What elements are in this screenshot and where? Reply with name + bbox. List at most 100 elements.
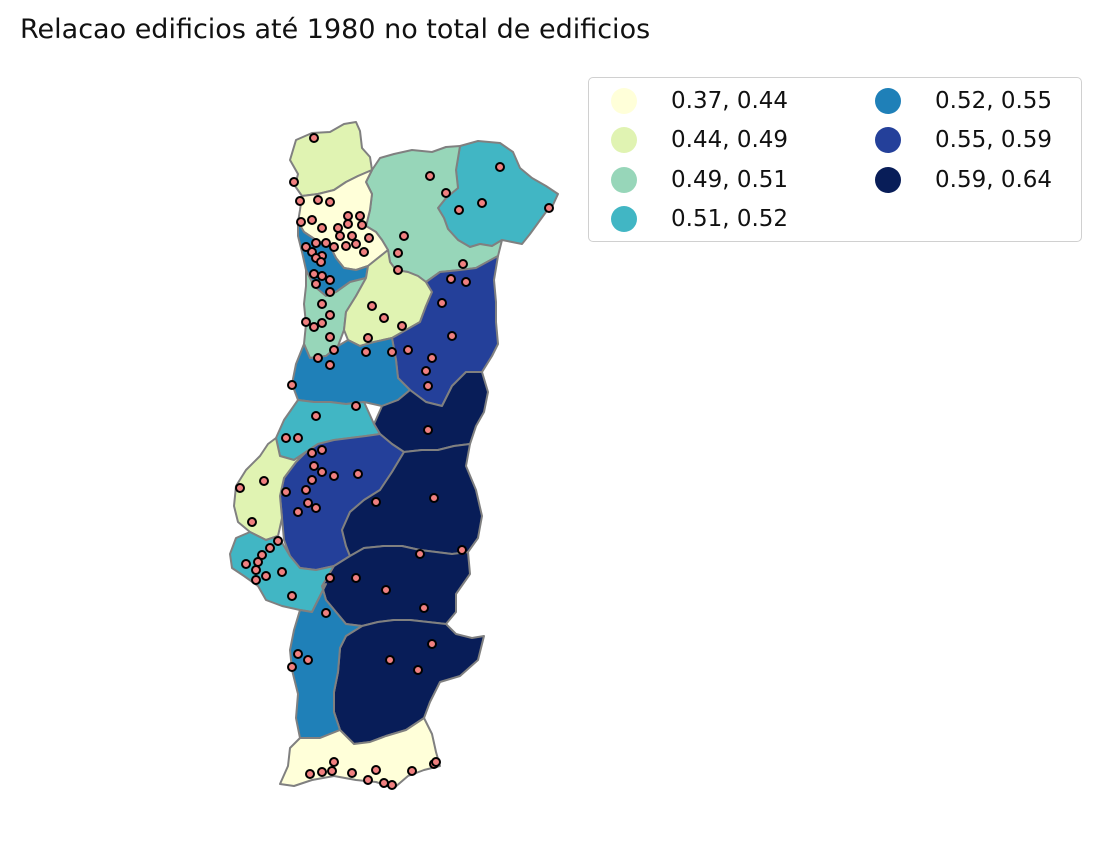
municipality-marker <box>458 259 468 269</box>
municipality-marker <box>371 765 381 775</box>
municipality-marker <box>351 573 361 583</box>
legend: 0.37, 0.44 0.44, 0.49 0.49, 0.51 0.51, 0… <box>588 77 1082 242</box>
municipality-marker <box>423 425 433 435</box>
legend-label: 0.44, 0.49 <box>671 127 789 153</box>
municipality-marker <box>425 171 435 181</box>
municipality-marker <box>325 275 335 285</box>
municipality-marker <box>347 768 357 778</box>
municipality-marker <box>305 769 315 779</box>
municipality-marker <box>397 321 407 331</box>
municipality-marker <box>311 279 321 289</box>
municipality-marker <box>421 366 431 376</box>
municipality-marker <box>399 231 409 241</box>
municipality-marker <box>327 766 337 776</box>
municipality-marker <box>259 476 269 486</box>
municipality-marker <box>359 247 369 257</box>
municipality-marker <box>379 778 389 788</box>
municipality-marker <box>307 475 317 485</box>
municipality-marker <box>251 575 261 585</box>
municipality-marker <box>293 649 303 659</box>
municipality-marker <box>385 655 395 665</box>
municipality-marker <box>287 662 297 672</box>
municipality-marker <box>301 317 311 327</box>
municipality-marker <box>287 380 297 390</box>
municipality-marker <box>313 195 323 205</box>
legend-swatch <box>611 167 637 193</box>
municipality-marker <box>387 347 397 357</box>
municipality-marker <box>343 219 353 229</box>
municipality-marker <box>311 411 321 421</box>
municipality-marker <box>335 231 345 241</box>
municipality-marker <box>457 545 467 555</box>
municipality-marker <box>454 205 464 215</box>
municipality-marker <box>361 347 371 357</box>
legend-item: 0.59, 0.64 <box>875 163 1052 197</box>
legend-label: 0.37, 0.44 <box>671 88 789 114</box>
municipality-marker <box>325 197 335 207</box>
legend-item: 0.51, 0.52 <box>611 202 788 236</box>
municipality-marker <box>364 233 374 243</box>
municipality-marker <box>351 401 361 411</box>
municipality-marker <box>329 757 339 767</box>
municipality-marker <box>281 487 291 497</box>
municipality-marker <box>265 543 275 553</box>
legend-swatch <box>611 88 637 114</box>
municipality-marker <box>247 517 257 527</box>
municipality-marker <box>309 322 319 332</box>
legend-item: 0.52, 0.55 <box>875 84 1052 118</box>
legend-swatch <box>611 206 637 232</box>
municipality-marker <box>309 133 319 143</box>
municipality-marker <box>317 318 327 328</box>
municipality-marker <box>316 257 326 267</box>
municipality-marker <box>317 467 327 477</box>
municipality-marker <box>317 223 327 233</box>
municipality-marker <box>341 241 351 251</box>
municipality-marker <box>251 565 261 575</box>
municipality-marker <box>325 287 335 297</box>
municipality-marker <box>423 381 433 391</box>
municipality-marker <box>495 162 505 172</box>
municipality-marker <box>241 559 251 569</box>
municipality-marker <box>296 217 306 227</box>
municipality-marker <box>544 203 554 213</box>
municipality-marker <box>357 220 367 230</box>
legend-swatch <box>875 167 901 193</box>
municipality-marker <box>429 493 439 503</box>
municipality-marker <box>367 301 377 311</box>
municipality-marker <box>413 665 423 675</box>
municipality-marker <box>477 198 487 208</box>
municipality-marker <box>407 766 417 776</box>
district-setubal-south <box>289 583 363 739</box>
legend-label: 0.59, 0.64 <box>935 167 1053 193</box>
municipality-marker <box>363 333 373 343</box>
municipality-marker <box>355 211 365 221</box>
map-title: Relacao edificios até 1980 no total de e… <box>20 14 651 45</box>
municipality-marker <box>393 265 403 275</box>
municipality-marker <box>281 433 291 443</box>
municipality-marker <box>317 767 327 777</box>
municipality-marker <box>393 248 403 258</box>
legend-label: 0.52, 0.55 <box>935 88 1053 114</box>
municipality-marker <box>317 271 327 281</box>
municipality-marker <box>325 332 335 342</box>
municipality-marker <box>419 603 429 613</box>
legend-item: 0.49, 0.51 <box>611 163 788 197</box>
municipality-marker <box>387 780 397 790</box>
municipality-marker <box>261 571 271 581</box>
municipality-marker <box>353 469 363 479</box>
municipality-marker <box>437 298 447 308</box>
municipality-marker <box>343 211 353 221</box>
legend-label: 0.49, 0.51 <box>671 167 789 193</box>
municipality-marker <box>379 313 389 323</box>
municipality-marker <box>317 445 327 455</box>
district-beja <box>333 619 485 745</box>
municipality-marker <box>351 239 361 249</box>
municipality-marker <box>311 238 321 248</box>
municipality-marker <box>329 471 339 481</box>
municipality-marker <box>293 507 303 517</box>
municipality-marker <box>321 238 331 248</box>
municipality-marker <box>325 573 335 583</box>
municipality-marker <box>311 503 321 513</box>
municipality-marker <box>427 353 437 363</box>
